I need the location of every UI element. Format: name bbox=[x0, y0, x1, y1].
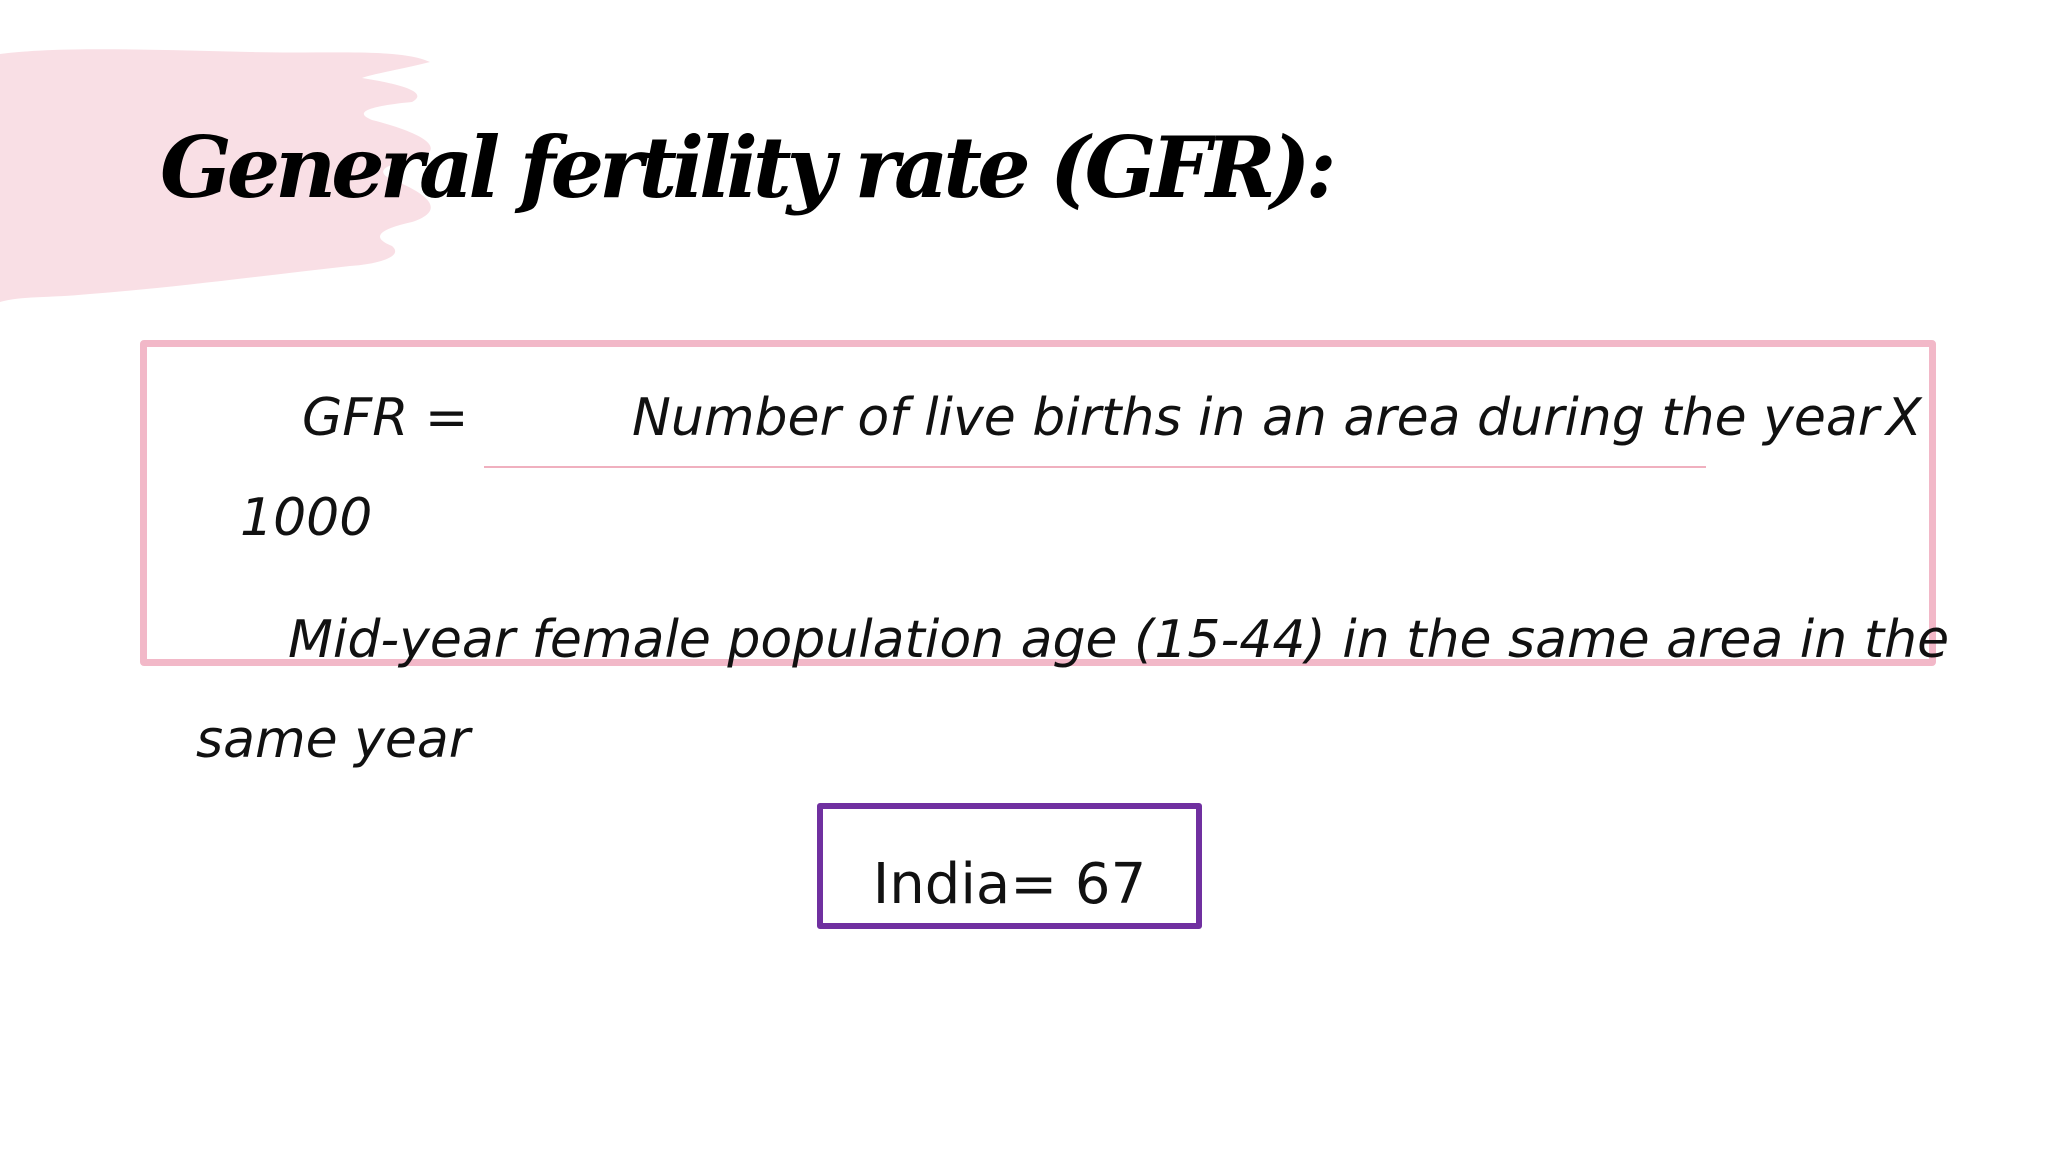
formula-frame bbox=[140, 340, 1936, 666]
formula-lhs: GFR = bbox=[302, 388, 469, 448]
formula-multiplier-value: 1000 bbox=[240, 488, 373, 548]
brush-stroke-decoration bbox=[0, 49, 431, 303]
formula-numerator: Number of live births in an area during … bbox=[632, 388, 1880, 448]
result-box: India= 67 bbox=[817, 803, 1202, 929]
fraction-line bbox=[484, 466, 1706, 468]
slide-title: General fertility rate (GFR): bbox=[160, 118, 1337, 217]
result-text: India= 67 bbox=[872, 852, 1147, 917]
formula-denominator-line-1: Mid-year female population age (15-44) i… bbox=[288, 610, 1950, 670]
formula-denominator-line-2: same year bbox=[196, 710, 471, 770]
formula-multiply-symbol: X bbox=[1886, 388, 1922, 448]
